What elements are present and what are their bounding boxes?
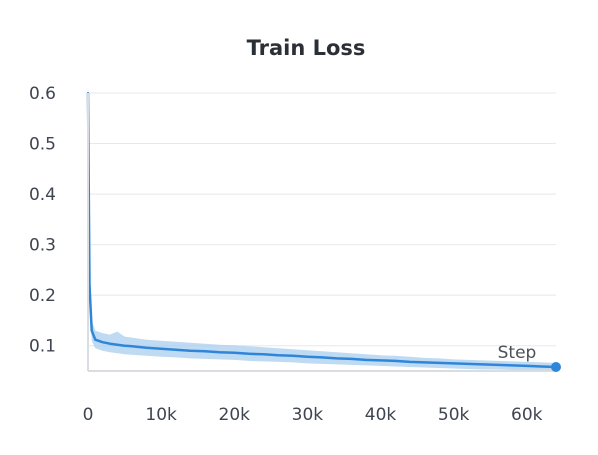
x-tick-label: 40k (365, 405, 397, 425)
x-tick-label: 20k (219, 405, 251, 425)
series-end-markers (551, 362, 561, 372)
y-tick-label: 0.4 (29, 185, 56, 205)
y-tick-label: 0.6 (29, 84, 56, 104)
series-point (511, 364, 514, 367)
y-axis-ticks: 0.1 0.2 0.3 0.4 0.5 0.6 (29, 84, 56, 357)
series-point (540, 365, 543, 368)
series-point (160, 347, 163, 350)
series-point (438, 361, 440, 364)
x-tick-label: 60k (511, 405, 543, 425)
series-point (233, 351, 236, 354)
series-point (145, 346, 148, 349)
series-point (101, 341, 104, 344)
series-point (364, 358, 367, 361)
y-tick-label: 0.1 (29, 337, 56, 357)
series-point (90, 329, 93, 332)
series-point (379, 359, 382, 362)
series-point (108, 342, 111, 345)
y-tick-label: 0.5 (29, 135, 56, 155)
series-point (123, 344, 126, 347)
x-tick-label: 10k (145, 405, 177, 425)
series-point (394, 359, 397, 362)
series-point (321, 356, 323, 359)
x-tick-label: 50k (438, 405, 470, 425)
series-point (277, 354, 280, 357)
series-point (306, 355, 309, 358)
x-axis-ticks: 0 10k 20k 30k 40k 50k 60k (83, 405, 543, 425)
series-point (423, 361, 426, 364)
x-axis-name-label: Step (498, 343, 537, 363)
series-point (291, 354, 294, 357)
series-point (525, 364, 528, 367)
series-lines (86, 92, 557, 369)
series-point (218, 351, 221, 354)
series-end-dot (551, 362, 561, 372)
axes (87, 93, 556, 372)
series-line (86, 92, 557, 369)
series-point (130, 345, 133, 348)
x-tick-label: 0 (83, 405, 94, 425)
series-point (408, 360, 411, 363)
y-tick-label: 0.3 (29, 236, 56, 256)
series-confidence-band (88, 93, 556, 371)
series-point (204, 350, 206, 353)
series-point (496, 363, 499, 366)
gridlines (88, 92, 556, 347)
chart-title: Train Loss (247, 36, 366, 60)
series-point (467, 362, 470, 365)
series-band (88, 93, 556, 371)
y-tick-label: 0.2 (29, 286, 56, 306)
series-point (174, 348, 177, 351)
series-point (189, 349, 192, 352)
series-point (350, 357, 353, 360)
series-point (452, 362, 455, 365)
series-point (116, 343, 119, 346)
series-point (335, 357, 338, 360)
series-point (481, 363, 484, 366)
x-tick-label: 30k (292, 405, 324, 425)
series-point (94, 338, 97, 341)
series-point (262, 353, 265, 356)
series-point (247, 352, 250, 355)
